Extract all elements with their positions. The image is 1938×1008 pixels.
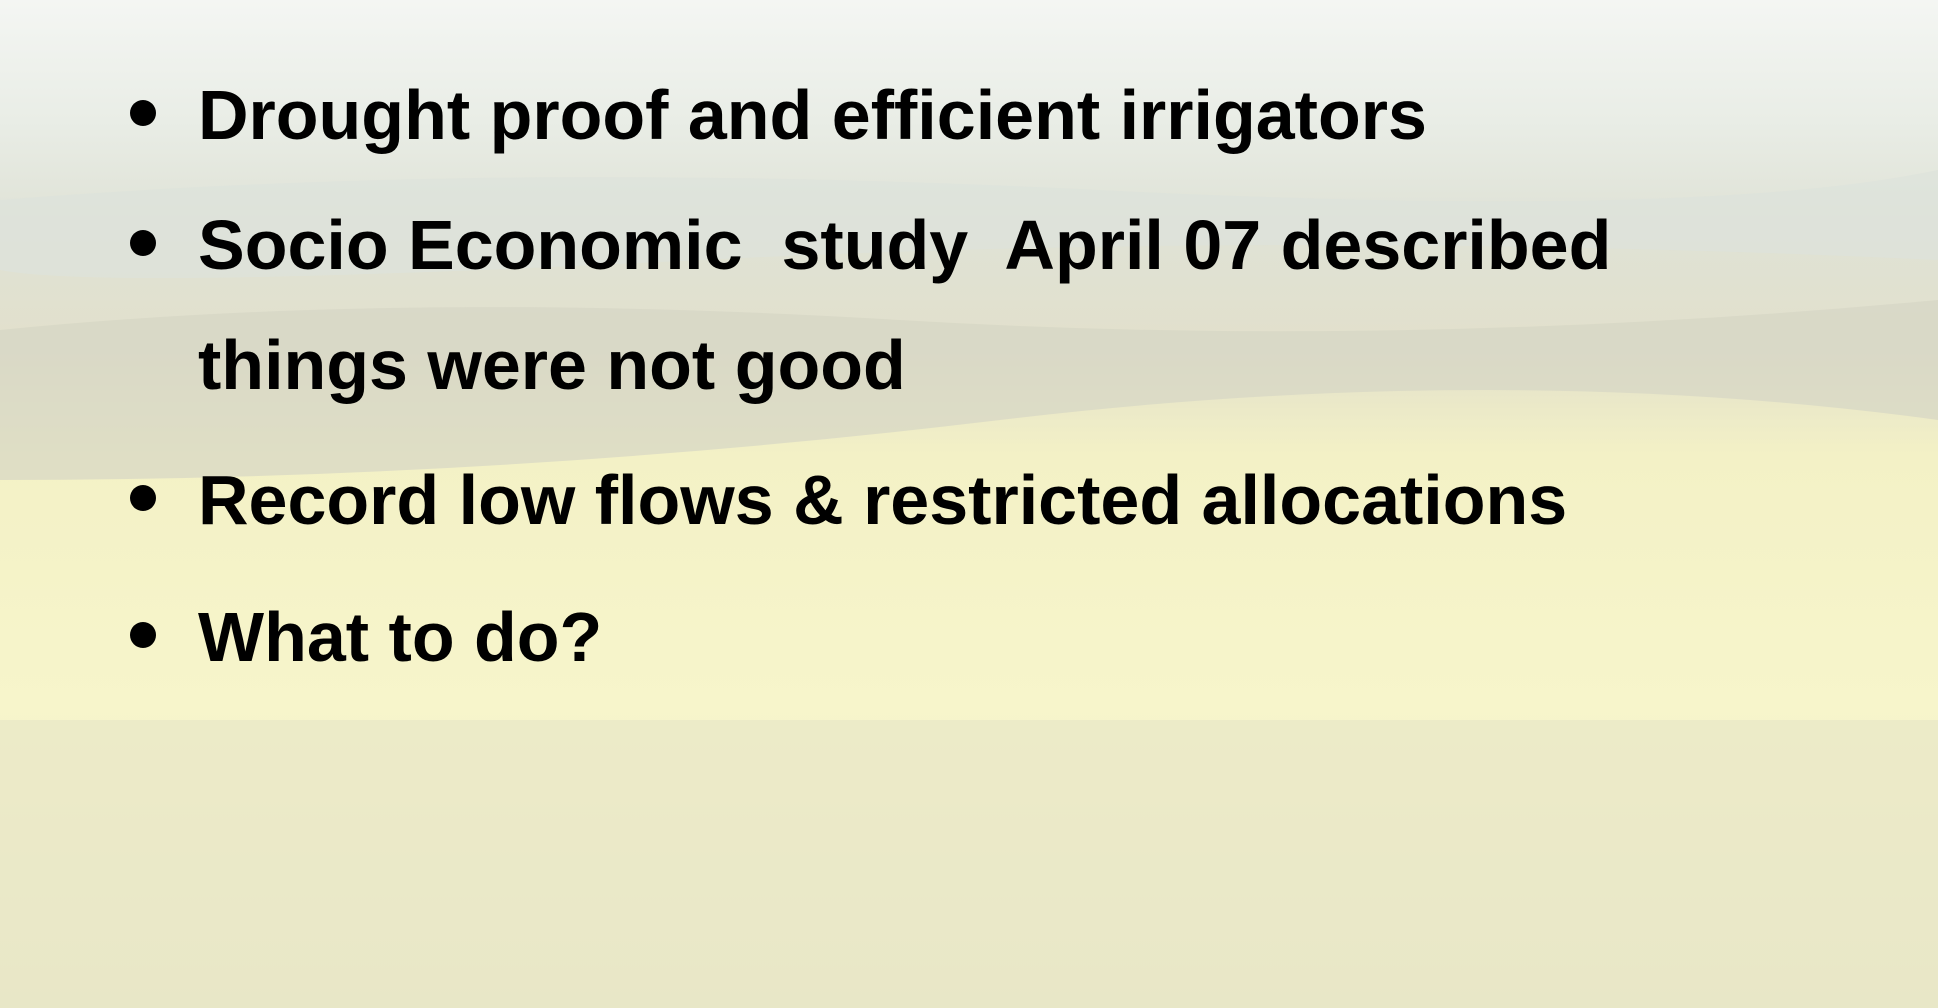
- bullet-text: Socio Economic study April 07 described: [198, 210, 1611, 280]
- bullet-text: things were not good: [198, 330, 906, 400]
- bullet-text: What to do?: [198, 602, 602, 672]
- bullet: [130, 485, 156, 511]
- bullet: [130, 622, 156, 648]
- bullet-text: Record low flows & restricted allocation…: [198, 465, 1567, 535]
- bullet: [130, 230, 156, 256]
- slide: Drought proof and efficient irrigators S…: [0, 0, 1938, 1008]
- field-texture: [0, 720, 1938, 1008]
- bullet: [130, 100, 156, 126]
- bullet-text: Drought proof and efficient irrigators: [198, 80, 1427, 150]
